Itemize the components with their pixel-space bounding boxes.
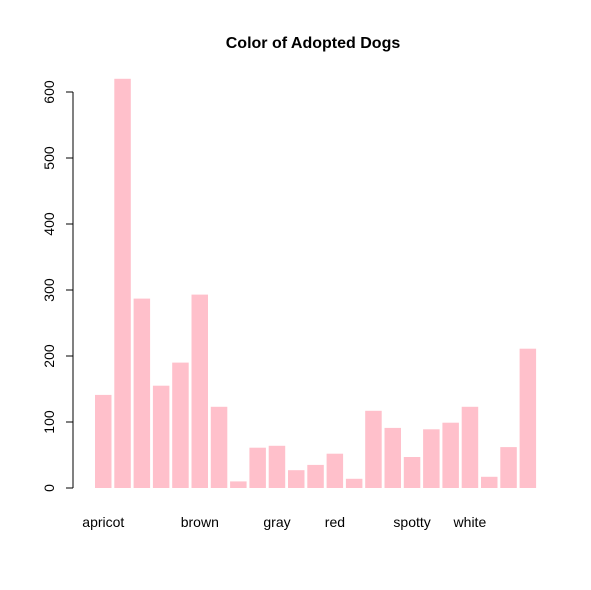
bar bbox=[133, 298, 151, 488]
y-axis: 0 100 200 300 400 500 600 bbox=[41, 80, 74, 492]
bar bbox=[172, 362, 189, 488]
bar bbox=[268, 445, 286, 488]
bar bbox=[442, 422, 459, 488]
y-tick-label: 600 bbox=[41, 80, 57, 104]
bars-layer bbox=[95, 78, 537, 489]
bar bbox=[326, 453, 344, 488]
x-tick-label: white bbox=[453, 514, 487, 530]
bar bbox=[307, 464, 324, 488]
y-tick-label: 400 bbox=[41, 212, 57, 236]
x-tick-label: gray bbox=[263, 514, 290, 530]
bar bbox=[403, 457, 421, 488]
bar bbox=[152, 385, 170, 488]
x-tick-label: apricot bbox=[82, 514, 124, 530]
y-tick-label: 0 bbox=[41, 484, 57, 492]
y-tick-label: 500 bbox=[41, 146, 57, 170]
bar bbox=[95, 394, 112, 488]
bar bbox=[288, 470, 305, 488]
y-tick-label: 200 bbox=[41, 344, 57, 368]
bar bbox=[191, 294, 208, 488]
x-tick-label: brown bbox=[181, 514, 219, 530]
y-tick-label: 300 bbox=[41, 278, 57, 302]
bar bbox=[500, 447, 517, 488]
bar bbox=[423, 429, 440, 488]
bar bbox=[210, 406, 228, 488]
bar bbox=[481, 476, 498, 488]
bar bbox=[384, 427, 401, 488]
x-tick-label: spotty bbox=[393, 514, 430, 530]
chart-title: Color of Adopted Dogs bbox=[226, 35, 401, 52]
y-tick-label: 100 bbox=[41, 410, 57, 434]
bar bbox=[519, 348, 537, 488]
x-tick-label: red bbox=[325, 514, 345, 530]
bar bbox=[365, 410, 382, 488]
bar bbox=[114, 78, 131, 489]
x-axis-labels: apricot brown gray red spotty white bbox=[82, 514, 486, 530]
bar bbox=[461, 406, 479, 488]
bar bbox=[249, 447, 266, 488]
bar bbox=[345, 478, 363, 488]
bar bbox=[230, 481, 247, 488]
